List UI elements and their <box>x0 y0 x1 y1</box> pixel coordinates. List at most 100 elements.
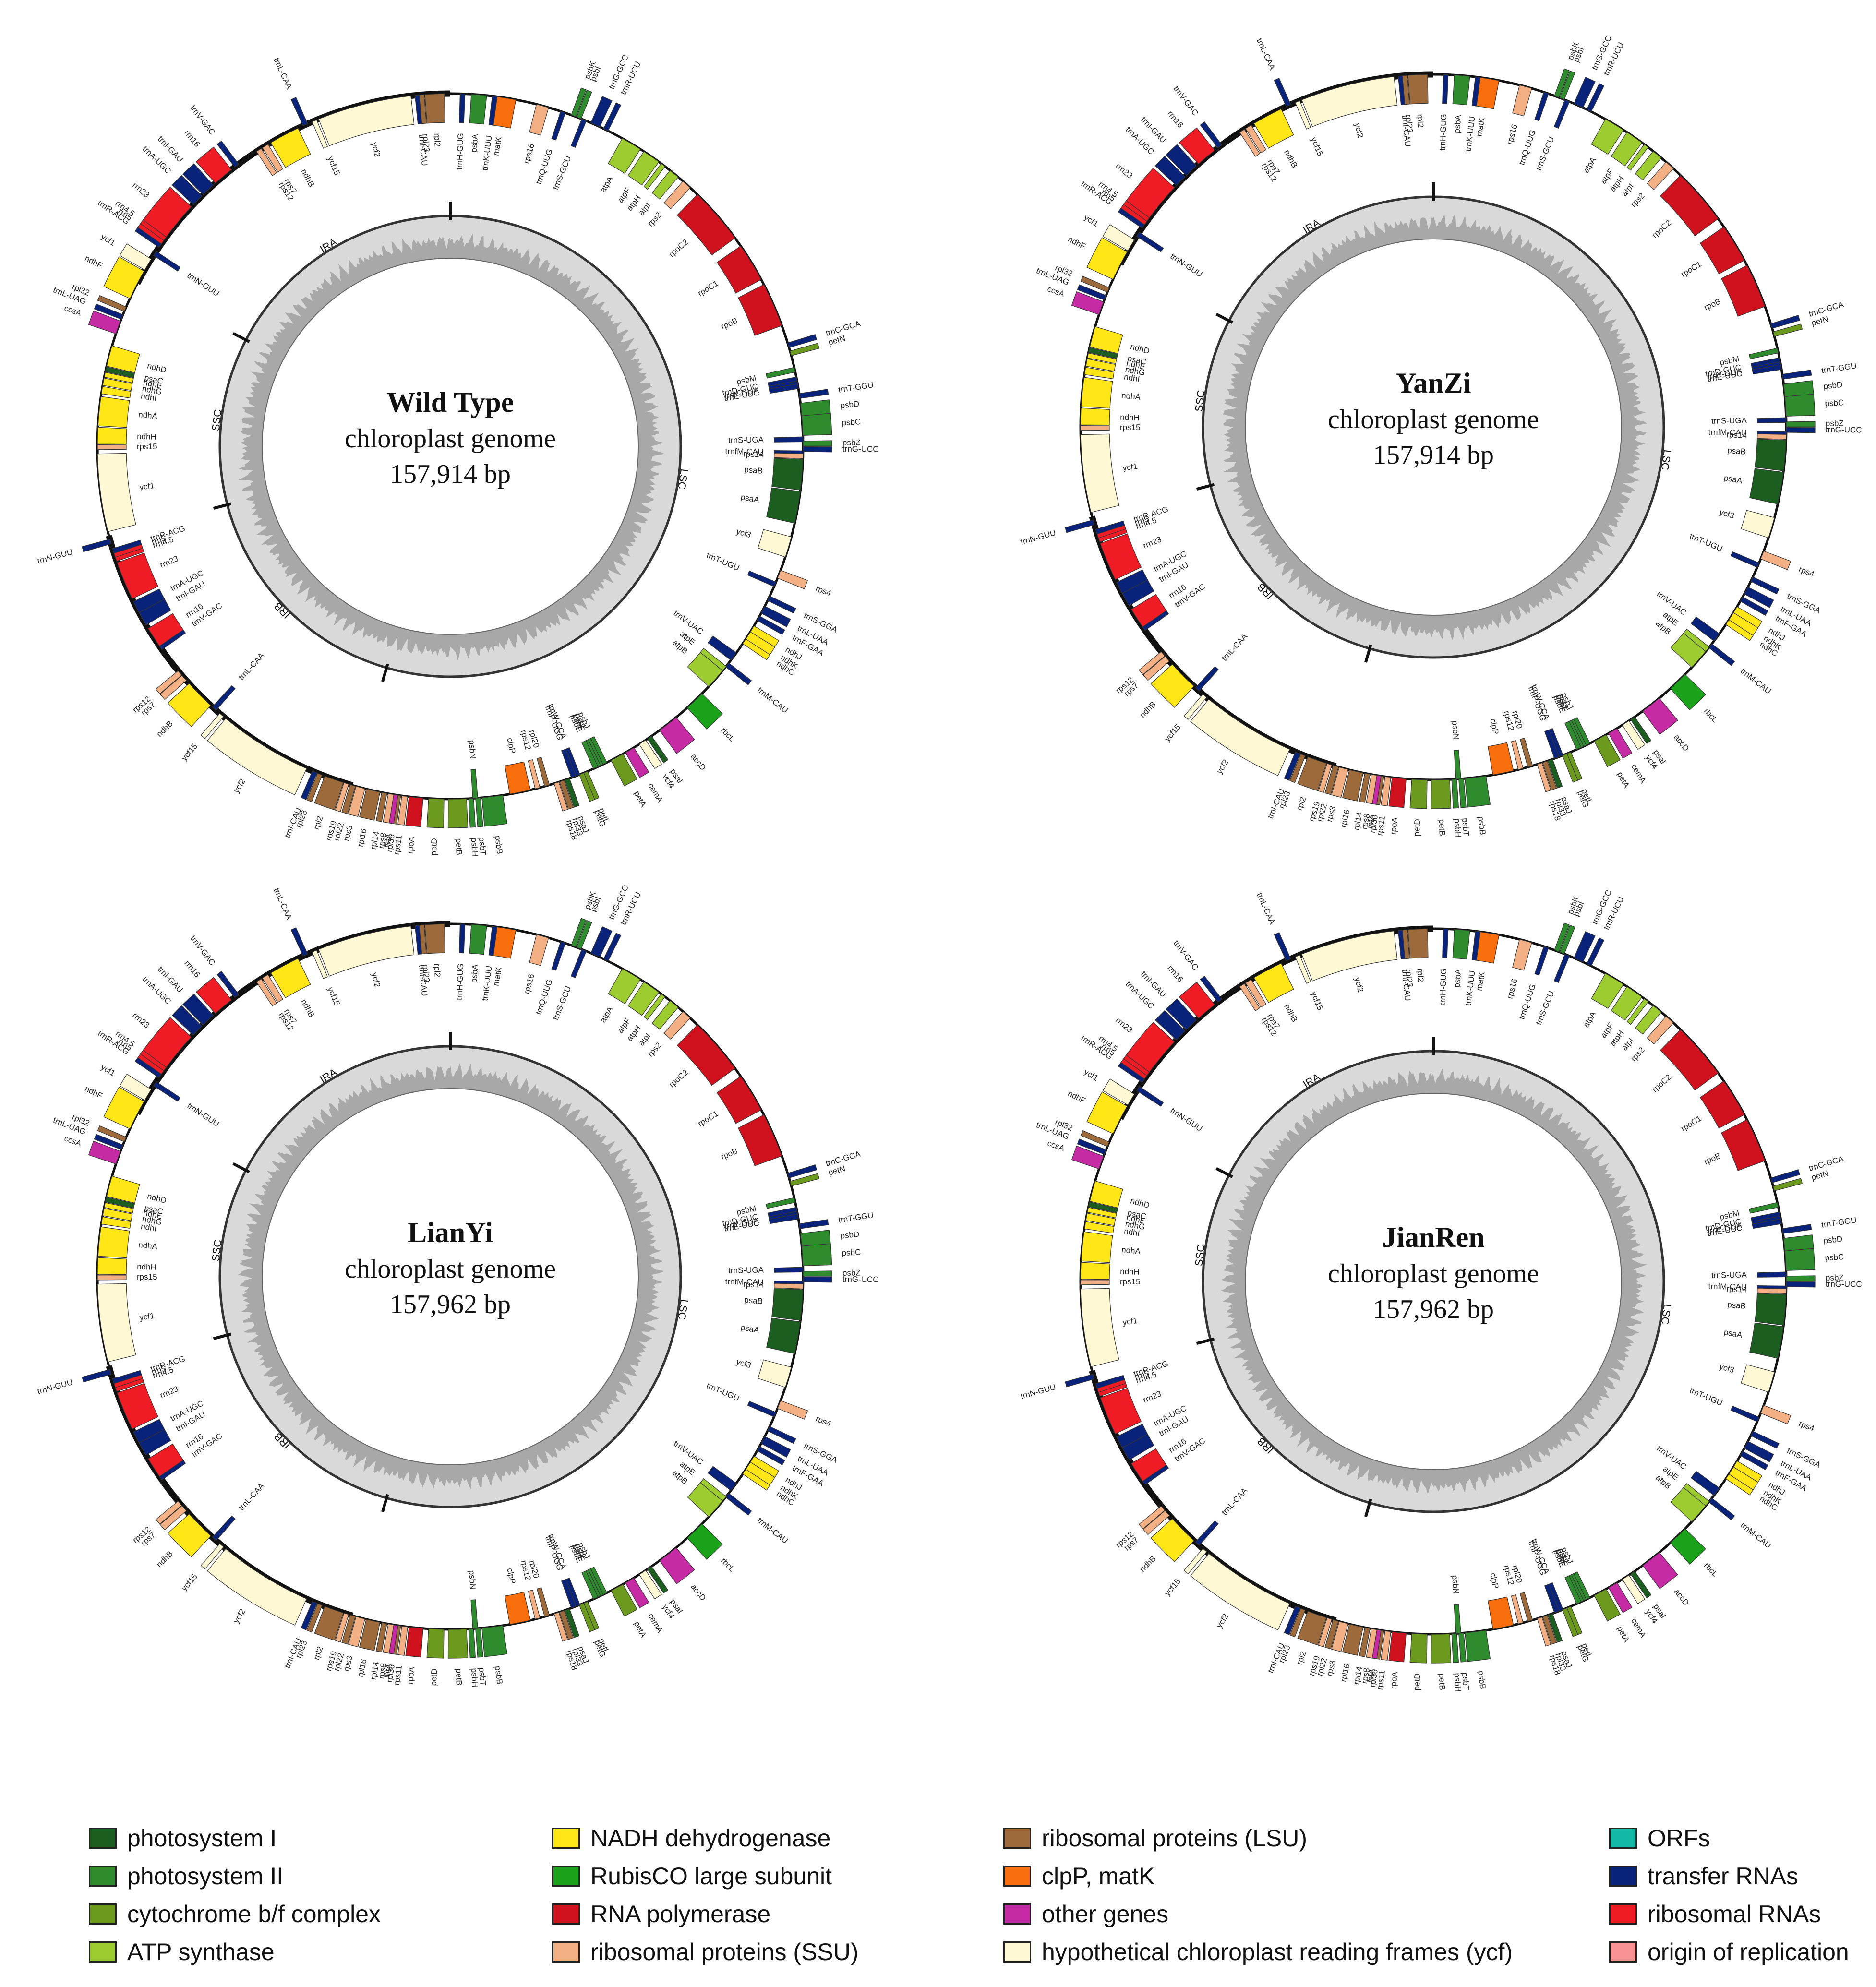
gene-label-trnn-guu: trnN-GUU <box>1020 528 1057 547</box>
gene-label-trnv-uac: trnV-UAC <box>672 609 705 636</box>
gene-block-psbc <box>1784 394 1816 417</box>
gene-label-ycf15: ycf15 <box>1163 1577 1182 1597</box>
gene-block-ycf2 <box>207 1548 307 1626</box>
gene-label-trnt-ggu: trnT-GGU <box>838 1210 874 1224</box>
gene-block-rpl20 <box>536 1587 550 1617</box>
gene-block-psbh <box>1451 1633 1459 1663</box>
gene-block-rps7 <box>1142 1510 1170 1535</box>
gene-block-trna-ugc <box>1154 156 1186 186</box>
gene-block-ndhb <box>1150 1518 1195 1562</box>
legend-label: clpP, matK <box>1042 1862 1155 1890</box>
gene-label-trnq-uug: trnQ-UUG <box>1517 983 1537 1021</box>
gene-block-trns-uga <box>1757 417 1787 423</box>
gene-block-rpl20 <box>536 757 550 787</box>
gene-block-rpoc2 <box>676 1024 735 1086</box>
legend-item-clpp-matk: clpP, matK <box>1003 1857 1513 1895</box>
gene-block-ycf1 <box>97 453 136 532</box>
gene-label-rps2: rps2 <box>646 1041 663 1058</box>
gene-block-ccsa <box>88 310 121 335</box>
gene-block-trnl-caa <box>1195 1520 1219 1546</box>
genome-title: Wild Type <box>386 386 514 418</box>
gene-label-infa: infA <box>382 833 393 849</box>
gene-block-ndhf <box>103 1087 144 1129</box>
gene-label-ndhh: ndhH <box>1120 1267 1140 1277</box>
gene-block-ndha <box>1081 1231 1113 1263</box>
legend: photosystem I photosystem II cytochrome … <box>0 1819 1876 1977</box>
gene-block-rps12 <box>1511 740 1524 770</box>
gene-label-trnv-uac: trnV-UAC <box>1655 589 1688 617</box>
gene-block-trnr-ucu <box>603 102 622 132</box>
gene-block-rpl33 <box>1542 760 1557 790</box>
gene-label-rpl2: rpl2 <box>433 133 442 147</box>
gene-label-trns-gcu: trnS-GCU <box>1534 990 1556 1026</box>
gene-block-psac <box>1088 347 1118 359</box>
gene-label-trnq-uug: trnQ-UUG <box>534 148 554 186</box>
gene-block-rpoc1 <box>716 1076 762 1124</box>
gene-block-trnl-uag <box>1077 1138 1106 1155</box>
gene-label-ccsa: ccsA <box>1046 1138 1066 1153</box>
gene-block-petd <box>1409 778 1428 809</box>
gene-block-clpp <box>505 1592 531 1625</box>
gene-block-rpl23 <box>419 924 427 955</box>
gene-block-trnv-gac <box>216 970 240 998</box>
gene-block-rpl22 <box>341 1614 356 1645</box>
gene-block-trng-gcc <box>590 96 613 128</box>
gene-block-rpl16 <box>1342 769 1364 802</box>
gene-block-trna-ugc <box>1116 569 1148 594</box>
legend-item-rrna: ribosomal RNAs <box>1609 1895 1849 1933</box>
gene-block-rpl23 <box>1402 929 1410 959</box>
gene-label-psbh: psbH <box>1453 1673 1463 1692</box>
gene-block-trnf-gaa <box>757 1446 785 1466</box>
gene-block-psbt <box>475 1628 483 1658</box>
gene-block-rrn16 <box>195 146 232 184</box>
gene-block-rps18 <box>553 781 568 812</box>
gene-label-psbt: psbT <box>1460 818 1471 837</box>
gene-label-psab: psaB <box>744 1295 763 1306</box>
gene-block-trni-cau <box>301 770 317 800</box>
gene-label-ndhb: ndhB <box>1138 1554 1158 1574</box>
gene-block-ycf15 <box>1295 100 1311 130</box>
gene-label-clpp: clpP <box>505 1568 517 1585</box>
gene-block-rpl23 <box>306 773 323 802</box>
genome-title: LianYi <box>408 1217 493 1248</box>
gene-label-psbz: psbZ <box>1826 1273 1844 1282</box>
gene-block-petn <box>789 343 820 356</box>
gene-block-psbh <box>468 1628 476 1658</box>
gc-ring-inner-outline <box>1245 1093 1622 1470</box>
gene-label-ycf2: ycf2 <box>1353 122 1365 139</box>
gene-label-ycf3: ycf3 <box>735 527 752 539</box>
gene-label-accd: accD <box>1672 733 1691 753</box>
gene-label-rpl16: rpl16 <box>356 828 369 848</box>
gene-block-trnt-ggu <box>799 1219 829 1229</box>
gene-block-psbi <box>576 89 592 120</box>
gene-label-ycf1: ycf1 <box>99 232 117 248</box>
gene-block-rpl22 <box>1324 1619 1339 1650</box>
gene-block-atpi <box>1635 1005 1662 1035</box>
gene-block-ndha <box>1081 377 1113 409</box>
gene-block-trnt-ugu <box>1730 1405 1760 1422</box>
gene-label-trnt-ugu: trnT-UGU <box>705 551 741 573</box>
gene-block-rps19 <box>335 1613 349 1643</box>
gene-block-clpp <box>505 761 531 795</box>
gene-block-psab <box>771 1288 804 1321</box>
region-boundary-tick <box>232 1162 250 1173</box>
gene-label-psbz: psbZ <box>842 438 861 447</box>
gene-block-accd <box>659 1547 695 1584</box>
gene-block-rpl23 <box>1289 754 1306 783</box>
gene-block-psba <box>1452 929 1470 960</box>
legend-label: ribosomal RNAs <box>1648 1900 1821 1927</box>
gene-label-trns-uga: trnS-UGA <box>728 1265 764 1275</box>
gene-label-ycf1: ycf1 <box>139 481 155 492</box>
gene-block-psaj <box>1547 1613 1563 1643</box>
gene-label-ycf15: ycf15 <box>1309 136 1325 157</box>
gene-block-ycf2 <box>1301 76 1398 127</box>
gene-label-psbd: psbD <box>1823 1234 1843 1245</box>
gene-block-trnr-ucu <box>1586 83 1605 112</box>
gene-label-rpl2: rpl2 <box>1295 796 1308 812</box>
gene-label-trnh-gug: trnH-GUG <box>1438 114 1449 151</box>
gene-label-petd: petD <box>429 1668 439 1686</box>
gene-block-atph <box>643 163 666 190</box>
gene-block-ycf4 <box>638 1570 662 1600</box>
gene-block-rpoc1 <box>1699 1080 1745 1129</box>
